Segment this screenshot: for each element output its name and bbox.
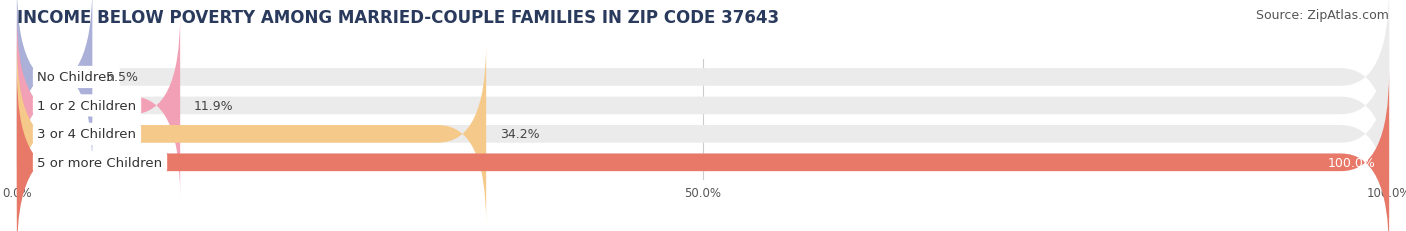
FancyBboxPatch shape	[17, 0, 93, 168]
Text: 5.5%: 5.5%	[105, 71, 138, 84]
FancyBboxPatch shape	[17, 44, 486, 225]
FancyBboxPatch shape	[17, 15, 1389, 196]
Text: 100.0%: 100.0%	[1327, 156, 1375, 169]
FancyBboxPatch shape	[17, 72, 1389, 231]
Text: 11.9%: 11.9%	[194, 100, 233, 112]
FancyBboxPatch shape	[17, 44, 1389, 225]
Text: 1 or 2 Children: 1 or 2 Children	[38, 100, 136, 112]
Text: Source: ZipAtlas.com: Source: ZipAtlas.com	[1256, 9, 1389, 22]
FancyBboxPatch shape	[17, 0, 1389, 168]
Text: 3 or 4 Children: 3 or 4 Children	[38, 128, 136, 141]
Text: 5 or more Children: 5 or more Children	[38, 156, 163, 169]
Text: 34.2%: 34.2%	[501, 128, 540, 141]
Text: INCOME BELOW POVERTY AMONG MARRIED-COUPLE FAMILIES IN ZIP CODE 37643: INCOME BELOW POVERTY AMONG MARRIED-COUPL…	[17, 9, 779, 27]
FancyBboxPatch shape	[17, 72, 1389, 231]
Text: No Children: No Children	[38, 71, 115, 84]
FancyBboxPatch shape	[17, 15, 180, 196]
